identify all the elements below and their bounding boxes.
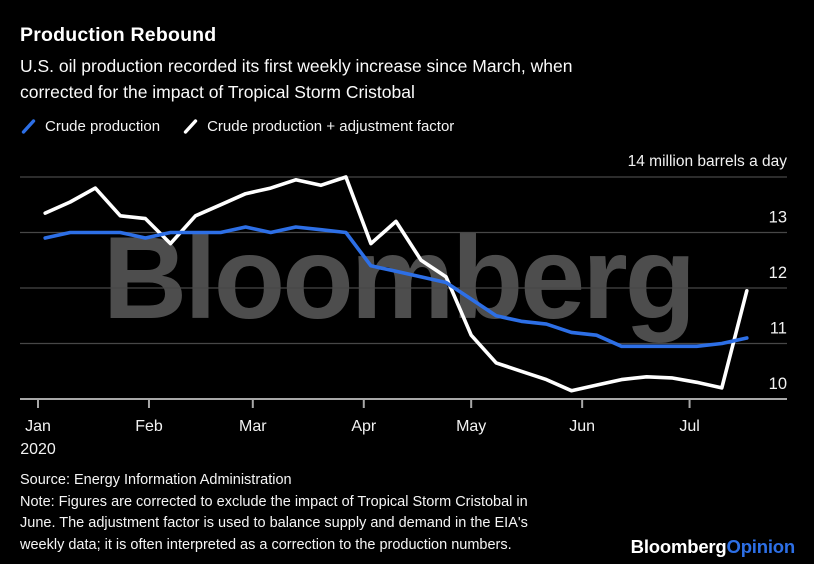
note-line-1: Note: Figures are corrected to exclude t… xyxy=(20,493,528,510)
y-tick-label: 12 xyxy=(769,264,787,282)
note-line-2: June. The adjustment factor is used to b… xyxy=(20,515,528,531)
chart-title: Production Rebound xyxy=(20,24,217,46)
legend-item-adjusted-production: Crude production + adjustment factor xyxy=(182,118,454,135)
chart-footer: Source: Energy Information Administratio… xyxy=(20,470,798,556)
source-line: Source: Energy Information Administratio… xyxy=(20,472,292,488)
logo-bloomberg: Bloomberg xyxy=(630,536,727,557)
legend-label-adjusted-production: Crude production + adjustment factor xyxy=(207,118,455,135)
chart-legend: Crude production Crude production + adju… xyxy=(20,118,798,135)
legend-item-crude-production: Crude production xyxy=(20,118,160,135)
chart-subtitle: U.S. oil production recorded its first w… xyxy=(20,53,798,105)
bloomberg-opinion-logo: BloombergOpinion xyxy=(630,536,796,558)
chart-header: Production Rebound U.S. oil production r… xyxy=(20,24,798,135)
y-tick-label: 13 xyxy=(769,209,787,227)
subtitle-line-1: U.S. oil production recorded its first w… xyxy=(20,56,573,76)
x-tick-label: Jan xyxy=(25,418,51,435)
white-slash-icon xyxy=(183,119,198,134)
x-tick-label: Mar xyxy=(239,418,267,435)
note-line-3: weekly data; it is often interpreted as … xyxy=(20,536,512,553)
y-tick-label: 10 xyxy=(769,375,787,393)
x-tick-label: Jun xyxy=(569,418,595,435)
y-axis-unit-label: 14 million barrels a day xyxy=(628,153,788,170)
x-tick-label: Feb xyxy=(135,418,163,435)
subtitle-line-2: corrected for the impact of Tropical Sto… xyxy=(20,82,415,102)
y-tick-label: 11 xyxy=(770,320,787,338)
logo-opinion: Opinion xyxy=(726,536,796,557)
x-tick-label: Jul xyxy=(679,418,699,435)
source-note-block: Source: Energy Information Administratio… xyxy=(20,470,798,556)
x-tick-label: May xyxy=(456,418,486,435)
x-tick-label: Apr xyxy=(351,418,377,435)
x-year-label: 2020 xyxy=(20,441,56,458)
series-line-crude-production xyxy=(43,225,749,349)
blue-slash-icon xyxy=(21,119,36,134)
legend-label-crude-production: Crude production xyxy=(45,118,161,135)
